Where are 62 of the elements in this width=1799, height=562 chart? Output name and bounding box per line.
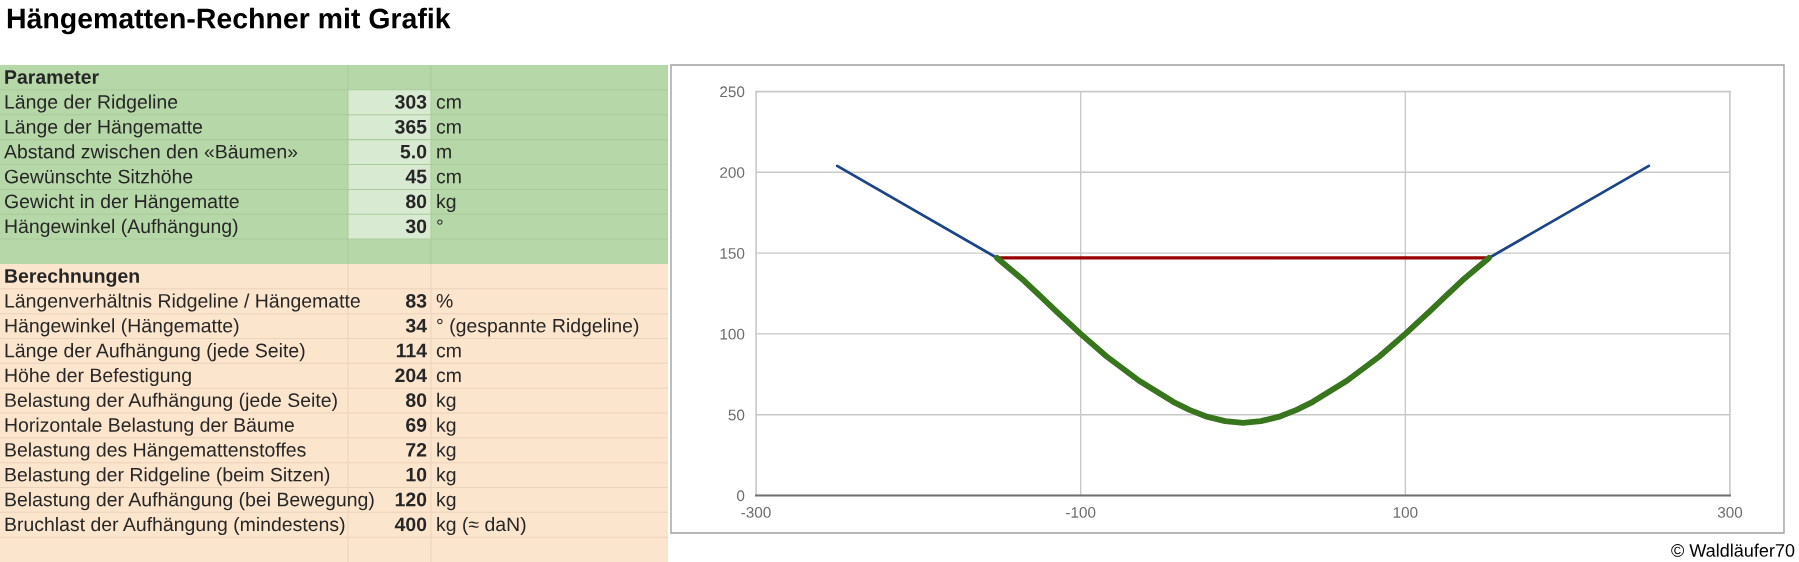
text: m: [437, 147, 451, 159]
text: 5.0: [400, 144, 427, 159]
x-tick-label: 300: [1717, 507, 1743, 518]
data-label: 80: [405, 393, 427, 408]
category-label: Gewicht in der Hängematte: [4, 193, 239, 213]
category-label: Länge der Hängematte: [5, 119, 203, 138]
text: 365: [395, 119, 427, 134]
data-label: 204: [395, 368, 427, 383]
text: cm: [436, 346, 461, 358]
text: °: [437, 219, 443, 225]
y-tick-label: 200: [720, 167, 745, 178]
category-label: Horizontale Belastung der Bäume: [5, 417, 294, 436]
text: kg: [437, 467, 456, 486]
data-label: 400: [394, 517, 427, 532]
category-label: Länge der Aufhängung (jede Seite): [5, 343, 305, 362]
text: 30: [405, 219, 427, 234]
category-label: Belastung der Aufhängung (jede Seite): [5, 392, 337, 411]
x-tick-label: -300: [741, 507, 771, 518]
category-label: Abstand zwischen den «Bäumen»: [4, 144, 298, 159]
text: cm: [436, 172, 461, 184]
text: 303: [395, 95, 427, 109]
data-label: 120: [395, 492, 427, 507]
y-tick-label: 0: [736, 490, 745, 502]
y-tick-label: 100: [720, 328, 745, 340]
data-label: 114: [396, 343, 427, 358]
category-label: Belastung der Ridgeline (beim Sitzen): [5, 467, 330, 486]
text: kg: [437, 392, 456, 411]
text: kg: [437, 442, 456, 461]
text: Parameter: [5, 70, 99, 84]
category-label: Höhe der Befestigung: [5, 367, 191, 387]
text: cm: [436, 371, 461, 383]
category-label: Belastung der Aufhängung (bei Bewegung): [5, 492, 374, 511]
text: kg: [437, 193, 456, 213]
text: kg: [437, 492, 456, 511]
text: Hängematten-Rechner mit Grafik: [7, 7, 451, 35]
y-tick-label: 50: [728, 409, 745, 421]
data-label: 69: [406, 418, 427, 432]
category-label: Längenverhältnis Ridgeline / Hängematte: [5, 293, 360, 312]
category-label: Länge der Ridgeline: [5, 94, 178, 113]
y-tick-label: 250: [720, 86, 745, 98]
data-label: 34: [405, 318, 427, 333]
data-label: 72: [406, 442, 427, 457]
y-tick-label: 150: [720, 247, 745, 259]
text: © Waldläufer70: [1671, 543, 1795, 557]
data-label: 10: [406, 467, 427, 482]
category-label: Hängewinkel (Hängematte): [5, 318, 239, 337]
x-tick-label: 100: [1393, 507, 1418, 518]
category-label: Belastung des Hängemattenstoffes: [5, 442, 306, 461]
x-tick-label: -100: [1066, 507, 1096, 518]
text: cm: [436, 98, 461, 109]
text: ° (gespannte Ridgeline): [437, 318, 639, 337]
text: cm: [436, 123, 461, 134]
text: kg (≈ daN): [437, 516, 526, 536]
data-label: 83: [405, 293, 427, 308]
category-label: Hängewinkel (Aufhängung): [5, 218, 238, 237]
category-label: Bruchlast der Aufhängung (mindestens): [5, 516, 345, 536]
text: 45: [405, 169, 427, 184]
text: Berechnungen: [5, 268, 139, 287]
text: %: [436, 294, 453, 308]
text: 80: [405, 194, 427, 209]
category-label: Gewünschte Sitzhöhe: [4, 169, 193, 184]
text: kg: [437, 417, 456, 436]
